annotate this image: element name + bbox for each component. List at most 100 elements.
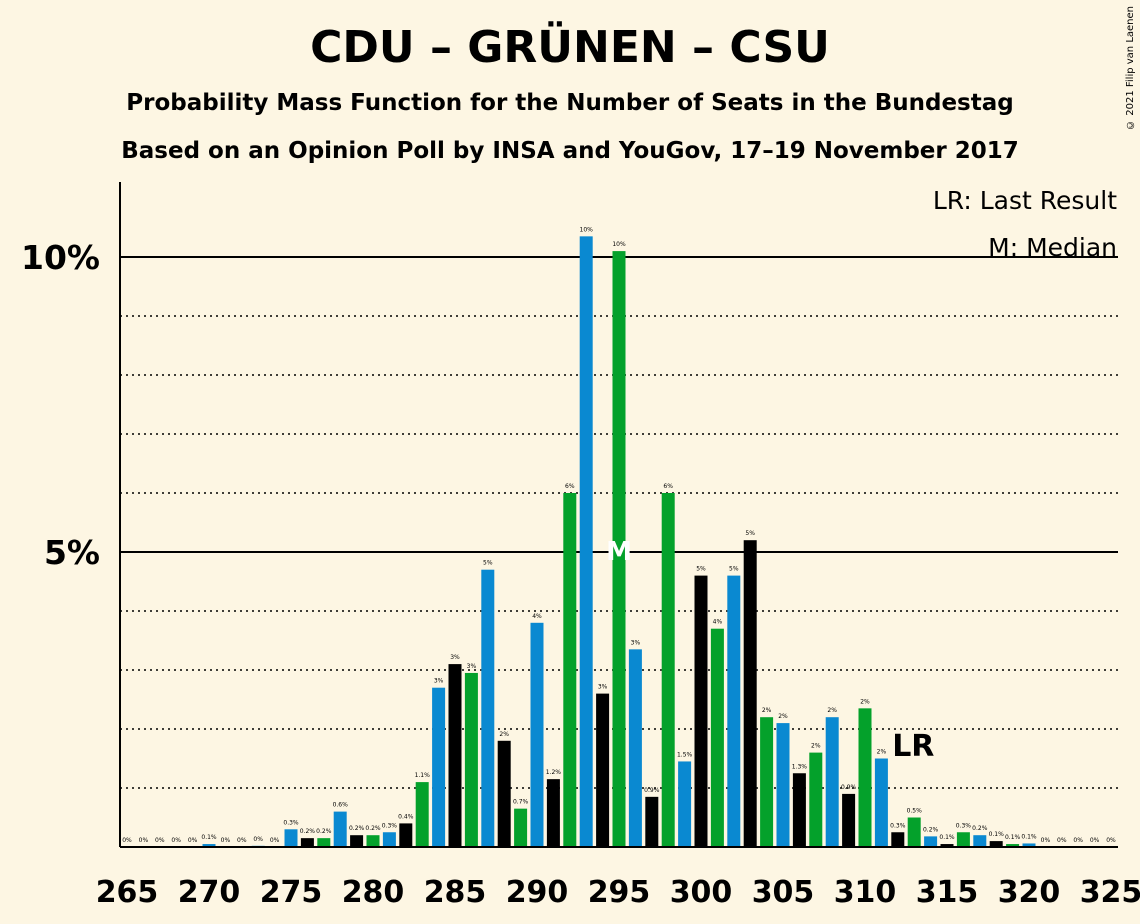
chart-source: Based on an Opinion Poll by INSA and You… — [121, 138, 1019, 164]
bar — [333, 811, 347, 847]
x-tick-label: 295 — [588, 875, 651, 910]
axes: 265 270 275 280 285 290 295 300 305 310 315 320 325 5… — [21, 182, 1140, 910]
data-label: 0.5% — [907, 808, 923, 815]
bar — [464, 672, 478, 847]
data-label: 0.1% — [989, 831, 1005, 838]
x-tick-label: 280 — [342, 875, 405, 910]
bar — [563, 493, 577, 847]
data-label: 3% — [450, 654, 460, 661]
data-label: 4% — [532, 613, 542, 620]
bar — [596, 693, 610, 847]
data-label: 0.2% — [923, 826, 939, 833]
bar — [776, 723, 790, 847]
bar — [907, 817, 921, 847]
bar — [399, 823, 413, 847]
data-label: 2% — [762, 707, 772, 714]
bar — [579, 236, 593, 848]
data-label: 5% — [696, 566, 706, 573]
x-tick-label: 320 — [998, 875, 1061, 910]
data-label: 0% — [1057, 837, 1067, 844]
y-tick-label: 5% — [44, 533, 100, 572]
data-label: 5% — [745, 530, 755, 537]
legend-last-result: LR: Last Result — [933, 186, 1117, 215]
data-label: 6% — [663, 483, 673, 490]
data-label: 0.7% — [513, 799, 529, 806]
data-label: 5% — [729, 566, 739, 573]
bar — [710, 628, 724, 847]
data-label: 0.1% — [939, 834, 955, 841]
data-label: 0% — [221, 837, 231, 844]
data-label: 2% — [811, 743, 821, 750]
data-label: 0% — [188, 837, 198, 844]
data-label: 3% — [434, 678, 444, 685]
data-label: 5% — [483, 560, 493, 567]
bar — [727, 575, 741, 847]
bar — [202, 844, 216, 847]
bar — [792, 773, 806, 847]
data-label: 0.1% — [1021, 833, 1037, 840]
data-label: 0.2% — [316, 828, 332, 835]
bar — [842, 793, 856, 847]
bar — [497, 740, 511, 847]
x-tick-label: 275 — [260, 875, 323, 910]
data-label: 0.9% — [841, 784, 857, 791]
y-tick-label: 10% — [21, 238, 100, 277]
data-label: 0.2% — [972, 825, 988, 832]
data-label: 2% — [499, 731, 509, 738]
x-tick-label: 315 — [916, 875, 979, 910]
x-tick-label: 290 — [506, 875, 569, 910]
data-label: 0.3% — [382, 822, 398, 829]
bar — [366, 835, 380, 847]
data-label: 0% — [122, 837, 132, 844]
bar — [825, 717, 839, 847]
bar — [809, 752, 823, 847]
data-label: 0% — [1041, 837, 1051, 844]
data-label: 0% — [253, 836, 263, 843]
bar — [350, 835, 364, 847]
legend-median: M: Median — [988, 233, 1117, 262]
data-label: 0% — [1106, 837, 1116, 844]
data-label: 0.2% — [300, 828, 316, 835]
x-tick-label: 300 — [670, 875, 733, 910]
bar — [284, 829, 298, 847]
data-label: 3% — [631, 639, 641, 646]
bar — [481, 569, 495, 847]
bar — [760, 717, 774, 847]
x-tick-label: 325 — [1080, 875, 1140, 910]
data-label: 0% — [155, 837, 165, 844]
bar — [530, 622, 544, 847]
bar — [694, 575, 708, 847]
data-label: 0% — [1090, 837, 1100, 844]
bar — [940, 844, 954, 847]
data-label: 0.2% — [365, 825, 381, 832]
bar — [874, 758, 888, 847]
bar — [956, 832, 970, 847]
data-label: 1.1% — [415, 772, 431, 779]
data-label: 0% — [171, 837, 181, 844]
bar — [973, 835, 987, 847]
bar — [546, 779, 560, 847]
bar — [514, 808, 528, 847]
data-label: 10% — [580, 226, 594, 233]
data-label: 4% — [713, 619, 723, 626]
data-label: 3% — [467, 663, 477, 670]
median-marker: M — [606, 537, 632, 567]
bar — [743, 540, 757, 847]
chart-subtitle: Probability Mass Function for the Number… — [126, 90, 1014, 116]
bar — [989, 841, 1003, 847]
data-label: 1.3% — [792, 763, 808, 770]
data-labels: 0% 0% 0% 0% 0% 0.1% 0% 0% 0% 0%0.3%0.2% 0.2%0.6%0.… — [122, 226, 1116, 844]
data-label: 0.4% — [398, 813, 414, 820]
bar — [645, 796, 659, 847]
bar — [924, 836, 938, 847]
data-label: 0.1% — [201, 834, 217, 841]
x-tick-label: 265 — [96, 875, 159, 910]
x-tick-label: 305 — [752, 875, 815, 910]
bar — [300, 838, 314, 847]
bar — [317, 838, 331, 847]
bar — [448, 664, 462, 847]
data-label: 1.5% — [677, 751, 693, 758]
bar — [678, 761, 692, 847]
data-label: 2% — [877, 749, 887, 756]
